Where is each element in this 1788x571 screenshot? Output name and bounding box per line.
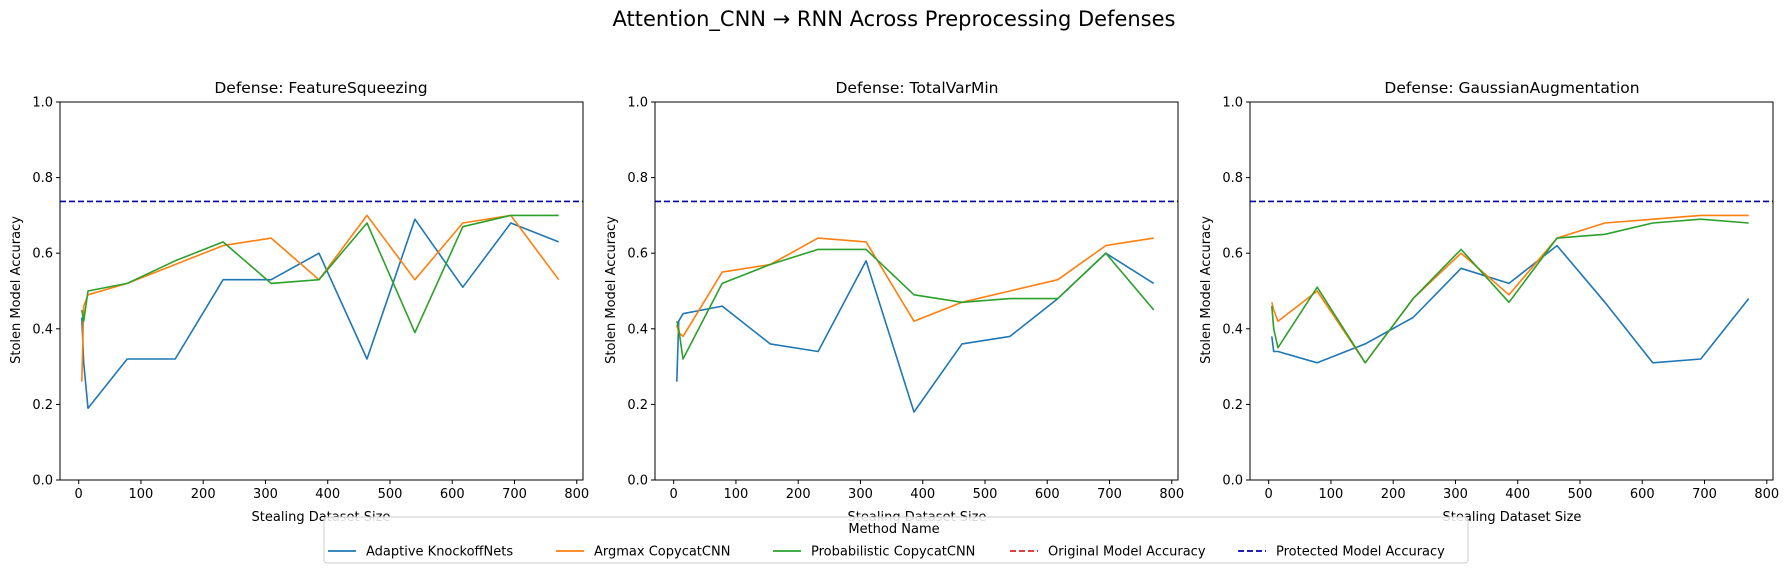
series-line-probabilistic-copycatcnn	[676, 248, 1155, 360]
x-tick-label: 200	[191, 487, 216, 502]
x-tick-label: 400	[1505, 487, 1530, 502]
y-tick-label: 1.0	[32, 96, 53, 111]
x-tick-label: 700	[1692, 487, 1717, 502]
y-tick-label: 1.0	[1222, 96, 1243, 111]
x-tick-label: 500	[973, 487, 998, 502]
panel-featuresqueezing: Defense: FeatureSqueezing Stealing Datas…	[9, 79, 589, 525]
y-tick-label: 0.4	[1222, 322, 1243, 337]
panel-title: Defense: TotalVarMin	[835, 79, 998, 97]
y-tick-label: 0.8	[32, 171, 53, 186]
x-tick-label: 100	[724, 487, 749, 502]
x-tick-label: 800	[564, 487, 589, 502]
y-tick-label: 0.8	[1222, 171, 1243, 186]
series-line-adaptive-knockoffnets	[1271, 244, 1750, 364]
legend-label-protected-model-accuracy: Protected Model Accuracy	[1276, 545, 1445, 560]
legend-label-probabilistic-copycatcnn: Probabilistic CopycatCNN	[811, 545, 975, 560]
x-tick-label: 100	[1319, 487, 1344, 502]
panel-title: Defense: GaussianAugmentation	[1384, 79, 1639, 97]
x-tick-label: 400	[315, 487, 340, 502]
x-tick-label: 300	[848, 487, 873, 502]
x-tick-label: 600	[440, 487, 465, 502]
x-tick-label: 100	[129, 487, 154, 502]
y-axis-label: Stolen Model Accuracy	[9, 216, 24, 364]
y-axis-label: Stolen Model Accuracy	[1199, 216, 1214, 364]
panel-totalvarmin: Defense: TotalVarMin Stealing Dataset Si…	[604, 79, 1184, 525]
series-line-probabilistic-copycatcnn	[1271, 218, 1749, 364]
x-tick-label: 300	[1443, 487, 1468, 502]
y-tick-label: 0.4	[627, 322, 648, 337]
x-tick-label: 700	[502, 487, 527, 502]
x-tick-label: 0	[670, 487, 678, 502]
series-line-argmax-copycatcnn	[1271, 214, 1749, 364]
x-tick-label: 800	[1159, 487, 1184, 502]
legend-label-argmax-copycatcnn: Argmax CopycatCNN	[594, 545, 730, 560]
series-line-adaptive-knockoffnets	[676, 252, 1155, 413]
y-tick-label: 0.0	[32, 474, 53, 489]
figure-title: Attention_CNN → RNN Across Preprocessing…	[612, 7, 1175, 32]
x-tick-label: 0	[1265, 487, 1273, 502]
x-axis-label: Stealing Dataset Size	[1443, 510, 1582, 525]
plot-area-frame	[654, 101, 1179, 481]
series-line-adaptive-knockoffnets	[81, 218, 559, 410]
x-tick-label: 500	[378, 487, 403, 502]
y-tick-label: 0.0	[1222, 474, 1243, 489]
y-tick-label: 0.6	[1222, 247, 1243, 262]
legend-label-adaptive-knockoffnets: Adaptive KnockoffNets	[366, 545, 513, 560]
series-line-probabilistic-copycatcnn	[81, 214, 559, 334]
x-tick-label: 200	[1381, 487, 1406, 502]
series-line-argmax-copycatcnn	[676, 237, 1154, 338]
legend-frame	[323, 516, 1469, 564]
legend: Method Name Adaptive KnockoffNets Argmax …	[323, 516, 1469, 564]
legend-label-original-model-accuracy: Original Model Accuracy	[1048, 545, 1206, 560]
y-tick-label: 0.2	[1222, 398, 1243, 413]
y-tick-label: 0.8	[627, 171, 648, 186]
y-tick-label: 0.0	[627, 474, 648, 489]
panel-title: Defense: FeatureSqueezing	[214, 79, 427, 97]
x-tick-label: 0	[75, 487, 83, 502]
x-tick-label: 300	[253, 487, 278, 502]
panel-gaussianaugmentation: Defense: GaussianAugmentation Stealing D…	[1199, 79, 1779, 525]
x-tick-label: 400	[910, 487, 935, 502]
y-tick-label: 0.2	[627, 398, 648, 413]
y-tick-label: 0.2	[32, 398, 53, 413]
x-tick-label: 700	[1097, 487, 1122, 502]
x-tick-label: 200	[786, 487, 811, 502]
x-tick-label: 500	[1568, 487, 1593, 502]
plot-area-frame	[59, 101, 584, 481]
y-tick-label: 1.0	[627, 96, 648, 111]
y-tick-label: 0.6	[627, 247, 648, 262]
y-tick-label: 0.4	[32, 322, 53, 337]
x-tick-label: 600	[1630, 487, 1655, 502]
legend-title: Method Name	[848, 522, 939, 537]
x-tick-label: 800	[1754, 487, 1779, 502]
y-axis-label: Stolen Model Accuracy	[604, 216, 619, 364]
x-tick-label: 600	[1035, 487, 1060, 502]
y-tick-label: 0.6	[32, 247, 53, 262]
series-line-argmax-copycatcnn	[81, 214, 560, 382]
plot-area-frame	[1249, 101, 1774, 481]
